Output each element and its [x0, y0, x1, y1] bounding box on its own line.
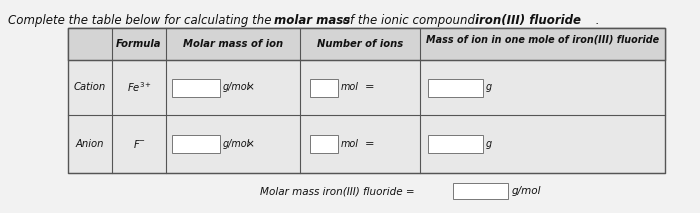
Text: of the ionic compound: of the ionic compound [339, 14, 479, 27]
Text: ×: × [246, 82, 255, 92]
Text: =: = [365, 82, 374, 92]
Text: Anion: Anion [76, 139, 104, 149]
Text: Mass of ion in one mole of iron(III) fluoride: Mass of ion in one mole of iron(III) flu… [426, 35, 659, 45]
Text: F$^{-}$: F$^{-}$ [132, 138, 146, 150]
Text: Formula: Formula [116, 39, 162, 49]
Text: g: g [486, 139, 492, 149]
Text: Complete the table below for calculating the: Complete the table below for calculating… [8, 14, 276, 27]
Text: =: = [365, 139, 374, 149]
Bar [310, 79, 338, 96]
Text: Number of ions: Number of ions [317, 39, 403, 49]
Text: Molar mass of ion: Molar mass of ion [183, 39, 283, 49]
Bar [453, 183, 508, 199]
Text: molar mass: molar mass [274, 14, 350, 27]
Bar [68, 28, 665, 173]
Text: iron(III) fluoride: iron(III) fluoride [475, 14, 581, 27]
Text: mol: mol [341, 139, 359, 149]
Text: Molar mass iron(III) fluoride =: Molar mass iron(III) fluoride = [260, 186, 414, 196]
Text: g/mol: g/mol [512, 186, 542, 196]
Text: mol: mol [341, 82, 359, 92]
Bar [172, 79, 220, 96]
Text: .: . [592, 14, 599, 27]
Text: g: g [486, 82, 492, 92]
Bar [172, 135, 220, 153]
Bar [310, 135, 338, 153]
Bar [428, 135, 483, 153]
Text: g/mol: g/mol [223, 82, 251, 92]
Text: ×: × [246, 139, 255, 149]
Text: g/mol: g/mol [223, 139, 251, 149]
Text: Cation: Cation [74, 82, 106, 92]
Bar [428, 79, 483, 96]
Bar [68, 28, 665, 60]
Text: Fe$^{3+}$: Fe$^{3+}$ [127, 81, 151, 94]
